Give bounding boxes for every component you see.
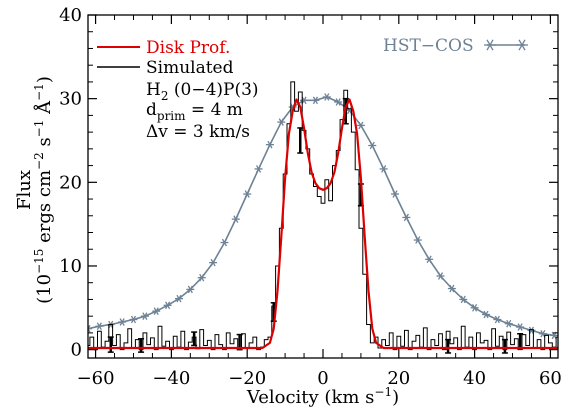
x-tick-label: 60 — [539, 368, 562, 389]
hst-cos-point — [516, 323, 525, 331]
hst-cos-point — [527, 326, 536, 335]
hst-cos-point — [402, 213, 411, 222]
hst-cos-point — [459, 295, 468, 304]
hst-cos-point — [186, 285, 195, 294]
hst-cos-point — [470, 304, 479, 312]
y-tick-label: 20 — [59, 172, 82, 193]
simulated-error-bar — [297, 127, 304, 154]
hst-cos-point — [231, 215, 240, 223]
hst-cos-point — [254, 165, 263, 173]
x-tick-label: 0 — [317, 368, 328, 389]
hst-cos-point — [504, 319, 513, 328]
hst-cos-point — [447, 284, 456, 293]
x-tick-label: −40 — [152, 368, 190, 389]
hst-cos-point — [88, 324, 92, 333]
hst-cos-point — [118, 318, 127, 326]
legend-simulated-label: Simulated — [146, 58, 234, 78]
y-tick-label: 30 — [59, 89, 82, 110]
hst-cos-point — [300, 96, 309, 105]
simulated-error-bar — [501, 338, 508, 354]
hst-cos-point — [481, 310, 490, 319]
simulated-error-bar — [445, 338, 452, 354]
legend-disk-label: Disk Prof. — [146, 38, 230, 58]
hst-cos-point — [129, 315, 138, 324]
series-hst-cos-line — [88, 96, 555, 337]
hst-cos-point — [163, 301, 172, 310]
x-tick-label: 20 — [387, 368, 410, 389]
x-axis-title: Velocity (km s−1) — [246, 385, 399, 408]
hst-cos-point — [243, 190, 252, 198]
legend-species-label: H2 (0−4)P(3) — [146, 80, 259, 103]
series-disk-profile-line — [88, 98, 558, 350]
legend-hst-marker — [516, 39, 528, 51]
legend: Disk Prof. Simulated H2 (0−4)P(3) dprim … — [97, 36, 528, 142]
hst-cos-point — [174, 294, 183, 303]
hst-cos-point — [379, 165, 388, 173]
hst-cos-point — [95, 322, 104, 330]
hst-cos-point — [265, 140, 274, 149]
y-tick-label: 10 — [59, 256, 82, 277]
hst-cos-point — [538, 329, 547, 338]
hst-cos-point — [413, 236, 422, 244]
y-tick-label: 40 — [59, 5, 82, 26]
hst-cos-point — [322, 93, 331, 101]
simulated-error-bar — [191, 331, 198, 347]
y-axis-title-units: (10−15 ergs cm−2 s−1 Å−1) — [32, 76, 55, 304]
x-tick-label: 40 — [463, 368, 486, 389]
series-simulated-histogram — [88, 81, 558, 351]
hst-cos-point — [356, 121, 365, 130]
hst-cos-point — [368, 141, 377, 150]
x-tick-label: −20 — [228, 368, 266, 389]
hst-cos-point — [425, 255, 434, 264]
hst-cos-point — [277, 118, 286, 126]
x-tick-label: −60 — [77, 368, 115, 389]
y-axis-title-flux: Flux — [14, 170, 35, 210]
legend-hst-label: HST−COS — [383, 36, 474, 56]
hst-cos-point — [391, 190, 400, 198]
hst-cos-point — [140, 312, 149, 320]
hst-cos-point — [436, 272, 445, 280]
hst-cos-point — [209, 258, 218, 267]
hst-cos-point — [220, 238, 229, 247]
hst-cos-point — [334, 98, 343, 106]
hst-cos-point — [493, 315, 502, 324]
legend-dv-label: Δv = 3 km/s — [146, 122, 250, 142]
hst-cos-point — [152, 307, 161, 315]
y-tick-label: 0 — [71, 340, 82, 361]
simulated-error-bar — [107, 336, 114, 353]
simulated-error-bar — [138, 338, 145, 353]
legend-hst-marker — [484, 39, 496, 51]
legend-dprim-label: dprim = 4 m — [146, 100, 243, 123]
hst-cos-point — [311, 96, 320, 105]
hst-cos-point — [197, 273, 206, 282]
